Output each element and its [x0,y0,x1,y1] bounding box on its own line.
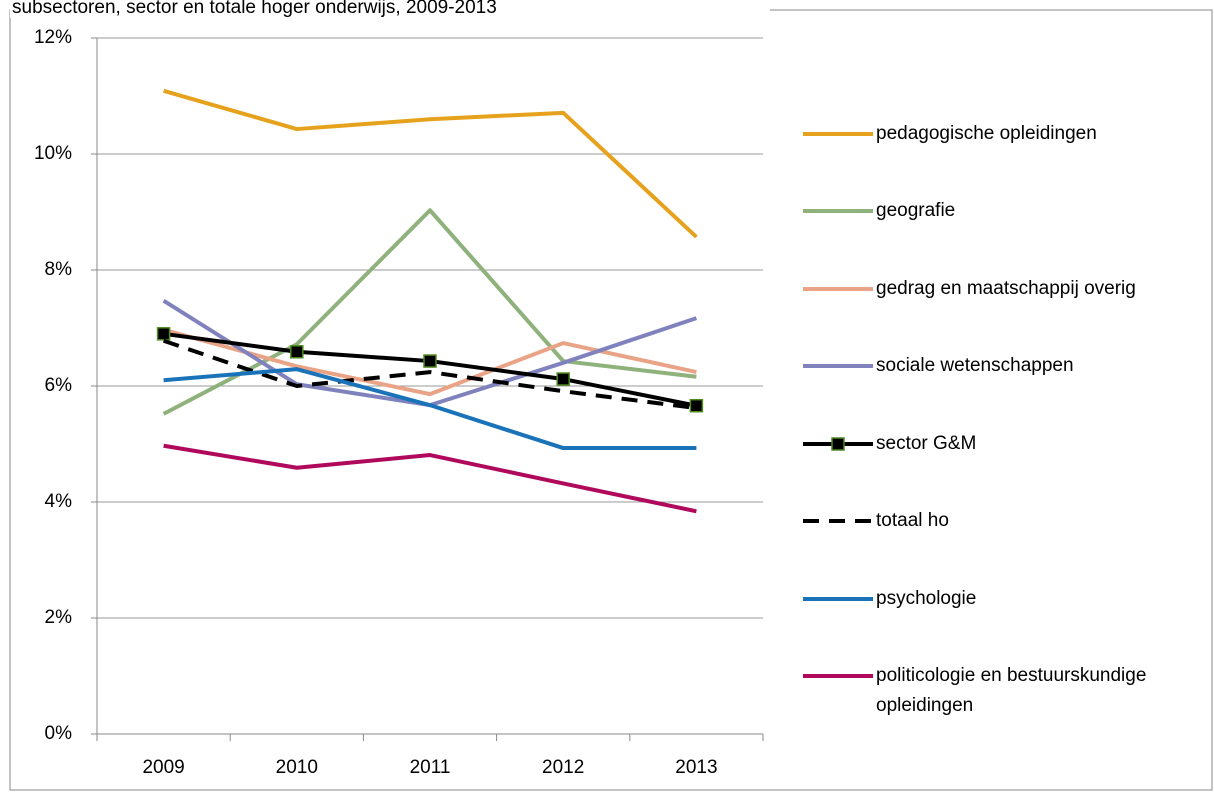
x-tick-label: 2011 [410,757,451,778]
legend-item: politicologie en bestuurskundige opleidi… [800,661,1200,721]
legend-swatch [803,209,873,214]
x-tick-label: 2010 [276,757,318,778]
series-line [163,367,697,451]
legend-item: pedagogische opleidingen [800,119,1200,149]
series-line [163,443,697,514]
series-line [162,208,697,416]
legend-label: gedrag en maatschappij overig [876,277,1136,299]
legend-item: gedrag en maatschappij overig [800,274,1200,304]
title-background [10,0,770,18]
legend-label: sector G&M [876,432,977,454]
legend-label: totaal ho [876,510,949,532]
y-tick-label: 0% [45,723,73,744]
legend-item: psychologie [800,584,1200,614]
x-tick-label: 2013 [675,757,717,778]
legend-item: sector G&M [800,429,1200,459]
x-tick-label: 2009 [142,757,184,778]
y-tick-label: 12% [34,27,72,48]
legend-label: geografie [876,200,956,222]
legend-label: psychologie [876,587,977,609]
chart-title: subsectoren, sector en totale hoger onde… [12,0,497,18]
y-tick-label: 2% [45,607,73,628]
x-tick-label: 2012 [542,757,584,778]
legend-label: politicologie en bestuurskundige opleidi… [876,665,1147,717]
legend-label: pedagogische opleidingen [876,122,1097,144]
legend-swatch [803,286,873,291]
legend-swatch [803,596,873,601]
series-marker [156,327,171,341]
legend: pedagogische opleidingen geografie gedrag … [800,95,1200,745]
y-tick-label: 10% [34,143,72,164]
legend-swatch [803,674,873,679]
legend-item: geografie [800,196,1200,226]
y-tick-label: 4% [45,491,73,512]
legend-item: sociale wetenschappen [800,351,1200,381]
legend-label: sociale wetenschappen [876,355,1074,377]
legend-swatch [803,131,873,136]
series-line [163,88,698,239]
legend-swatch [803,364,873,369]
legend-swatch [803,519,873,524]
y-tick-label: 6% [45,375,73,396]
legend-item: totaal ho [800,506,1200,536]
series-marker [290,345,304,359]
series-marker [689,398,704,413]
legend-swatch [803,437,873,451]
legend-marker [831,437,845,451]
y-tick-label: 8% [45,259,73,280]
series-marker [423,354,437,368]
series-marker [556,372,570,386]
